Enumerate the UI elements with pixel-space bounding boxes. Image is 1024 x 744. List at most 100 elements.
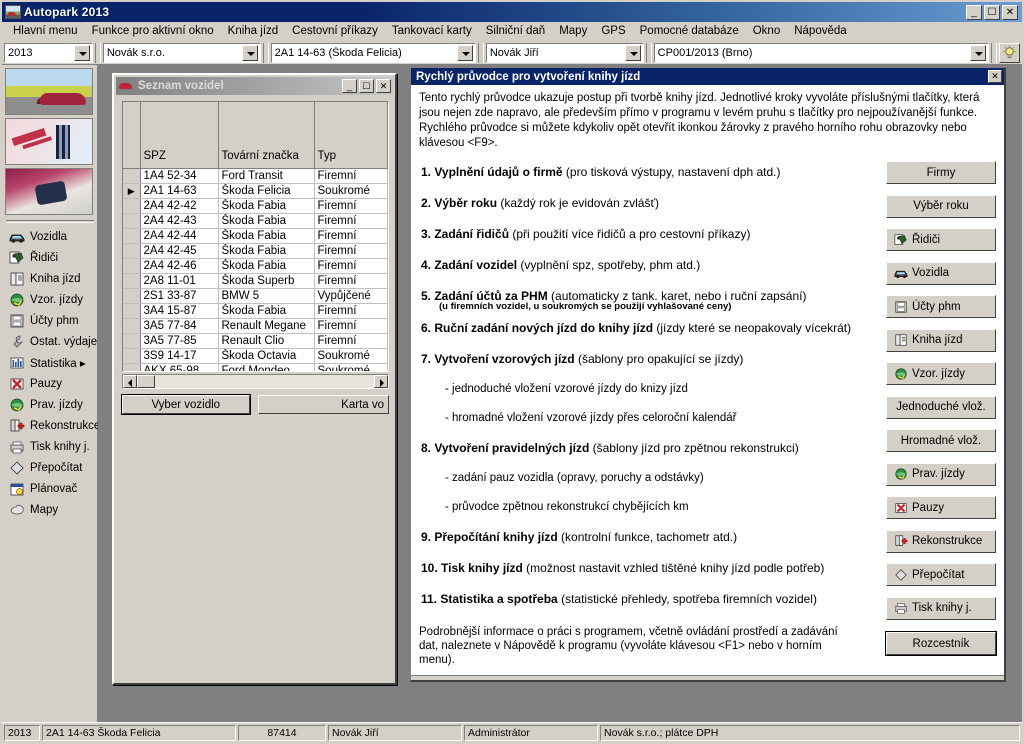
sidebar-item-mapy[interactable]: Mapy	[5, 499, 95, 520]
scrollbar-thumb[interactable]	[137, 375, 155, 388]
sidebar-item-pauzy[interactable]: Pauzy	[5, 373, 95, 394]
year-combo[interactable]: 2013	[3, 41, 94, 64]
cell-znacka[interactable]: Škoda Fabia	[218, 303, 315, 319]
scroll-right-icon[interactable]	[374, 375, 388, 388]
wizard-button-vzor-j-zdy[interactable]: Vzor. jízdy	[886, 362, 996, 385]
row-indicator[interactable]	[123, 228, 141, 244]
cell-znacka[interactable]: BMW 5	[218, 288, 315, 304]
cell-znacka[interactable]: Škoda Fabia	[218, 198, 315, 214]
maximize-button[interactable]: ☐	[359, 79, 374, 93]
cell-znacka[interactable]: Škoda Fabia	[218, 258, 315, 274]
cell-typ[interactable]: Firemní	[314, 273, 388, 289]
cell-typ[interactable]: Firemní	[314, 243, 388, 259]
cell-typ[interactable]: Firemní	[314, 198, 388, 214]
table-row[interactable]: 2A8 11-01 Škoda Superb Firemní	[123, 273, 388, 289]
company-combo[interactable]: Novák s.r.o.	[101, 41, 262, 64]
close-icon[interactable]: ✕	[988, 70, 1002, 83]
table-row[interactable]: 3S9 14-17 Škoda Octavia Soukromé	[123, 348, 388, 364]
cell-typ[interactable]: Firemní	[314, 168, 388, 184]
row-indicator[interactable]	[123, 243, 141, 259]
wizard-button-v-b-r-roku[interactable]: Výběr roku	[886, 194, 996, 218]
menu-tankovaci-karty[interactable]: Tankovací karty	[391, 25, 472, 37]
row-indicator[interactable]	[123, 213, 141, 229]
rozcestnik-button[interactable]: Rozcestník	[885, 631, 997, 656]
cell-typ[interactable]: Firemní	[314, 333, 388, 349]
cell-spz[interactable]: 2A8 11-01	[140, 273, 219, 289]
cell-znacka[interactable]: Ford Transit	[218, 168, 315, 184]
cell-spz[interactable]: AKX 65-98	[140, 363, 219, 371]
cell-typ[interactable]: Soukromé	[314, 183, 388, 199]
column-header-spz[interactable]: SPZ	[140, 102, 219, 169]
menu-kniha-jizd[interactable]: Kniha jízd	[227, 25, 279, 37]
cell-typ[interactable]: Soukromé	[314, 363, 388, 371]
wizard-button-jednoduch-vlo[interactable]: Jednoduché vlož.	[886, 395, 996, 419]
wizard-button-p-epo-tat[interactable]: Přepočítat	[886, 563, 996, 586]
table-row[interactable]: 2A4 42-46 Škoda Fabia Firemní	[123, 258, 388, 274]
cell-spz[interactable]: 2S1 33-87	[140, 288, 219, 304]
menu-silnicni-dan[interactable]: Silniční daň	[485, 25, 546, 37]
wizard-button-vozidla[interactable]: Vozidla	[886, 261, 996, 285]
row-indicator[interactable]	[123, 333, 141, 349]
row-indicator[interactable]: ▶	[123, 183, 141, 199]
menu-okno[interactable]: Okno	[752, 25, 781, 37]
table-row[interactable]: 2A4 42-43 Škoda Fabia Firemní	[123, 213, 388, 229]
row-indicator[interactable]	[123, 363, 141, 371]
sidebar-item-kniha-jizd[interactable]: Kniha jízd	[5, 268, 95, 289]
column-header-indicator[interactable]	[123, 102, 141, 169]
chevron-down-icon[interactable]	[456, 44, 473, 61]
cell-typ[interactable]: Firemní	[314, 228, 388, 244]
cell-spz[interactable]: 2A1 14-63	[140, 183, 219, 199]
close-button[interactable]: ✕	[376, 79, 391, 93]
table-row[interactable]: 2A4 42-45 Škoda Fabia Firemní	[123, 243, 388, 259]
cell-znacka[interactable]: Škoda Felicia	[218, 183, 315, 199]
cell-znacka[interactable]: Škoda Octavia	[218, 348, 315, 364]
row-indicator[interactable]	[123, 348, 141, 364]
sidebar-item-vzor-jizdy[interactable]: Vzor. jízdy	[5, 289, 95, 310]
chevron-down-icon[interactable]	[970, 44, 986, 61]
wizard-button-tisk-knihy-j[interactable]: Tisk knihy j.	[886, 596, 996, 620]
sidebar-item-tisk-knihy[interactable]: Tisk knihy j.	[5, 436, 95, 457]
wizard-button-kniha-j-zd[interactable]: Kniha jízd	[886, 328, 996, 352]
lightbulb-icon[interactable]	[999, 42, 1020, 63]
table-row[interactable]: 2A4 42-42 Škoda Fabia Firemní	[123, 198, 388, 214]
sidebar-item-prav-jizdy[interactable]: Prav. jízdy	[5, 394, 95, 415]
column-header-typ[interactable]: Typ	[314, 102, 388, 169]
cell-typ[interactable]: Vypůjčené	[314, 288, 388, 304]
vehicle-card-button[interactable]: Karta vo	[257, 395, 389, 414]
select-vehicle-button[interactable]: Vyber vozidlo	[121, 394, 251, 415]
row-indicator[interactable]	[123, 318, 141, 334]
menu-mapy[interactable]: Mapy	[559, 25, 588, 37]
chevron-down-icon[interactable]	[624, 44, 641, 61]
vehicle-combo[interactable]: 2A1 14-63 (Škoda Felicia)	[269, 41, 477, 64]
trip-order-combo[interactable]: CP001/2013 (Brno)	[652, 41, 991, 64]
cell-spz[interactable]: 1A4 52-34	[140, 168, 219, 184]
table-row[interactable]: 3A4 15-87 Škoda Fabia Firemní	[123, 303, 388, 319]
menu-gps[interactable]: GPS	[601, 25, 626, 37]
close-button[interactable]: ✕	[1002, 4, 1018, 20]
menu-funkce-pro-aktivni-okno[interactable]: Funkce pro aktivní okno	[91, 25, 214, 37]
minimize-button[interactable]: _	[966, 4, 982, 20]
menu-hlavni-menu[interactable]: Hlavní menu	[13, 25, 78, 37]
cell-spz[interactable]: 2A4 42-46	[140, 258, 219, 274]
row-indicator[interactable]	[123, 288, 141, 304]
wizard-button-idi-i[interactable]: Řidiči	[886, 228, 996, 251]
wizard-button-prav-j-zdy[interactable]: Prav. jízdy	[886, 462, 996, 486]
sidebar-item-rekonstrukce[interactable]: Rekonstrukce	[5, 415, 100, 436]
row-indicator[interactable]	[123, 258, 141, 274]
table-row[interactable]: 3A5 77-84 Renault Megane Firemní	[123, 318, 388, 334]
cell-spz[interactable]: 2A4 42-43	[140, 213, 219, 229]
scroll-left-icon[interactable]	[123, 375, 137, 388]
sidebar-item-ucty-phm[interactable]: Účty phm	[5, 310, 95, 331]
sidebar-item-vozidla[interactable]: Vozidla	[5, 226, 95, 247]
cell-spz[interactable]: 2A4 42-44	[140, 228, 219, 244]
row-indicator[interactable]	[123, 168, 141, 184]
maximize-button[interactable]: ☐	[984, 4, 1000, 20]
cell-znacka[interactable]: Renault Clio	[218, 333, 315, 349]
cell-typ[interactable]: Soukromé	[314, 348, 388, 364]
cell-znacka[interactable]: Škoda Fabia	[218, 243, 315, 259]
chevron-down-icon[interactable]	[73, 44, 90, 61]
cell-typ[interactable]: Firemní	[314, 213, 388, 229]
cell-typ[interactable]: Firemní	[314, 258, 388, 274]
sidebar-item-ridici[interactable]: Řidiči	[5, 247, 95, 268]
row-indicator[interactable]	[123, 273, 141, 289]
